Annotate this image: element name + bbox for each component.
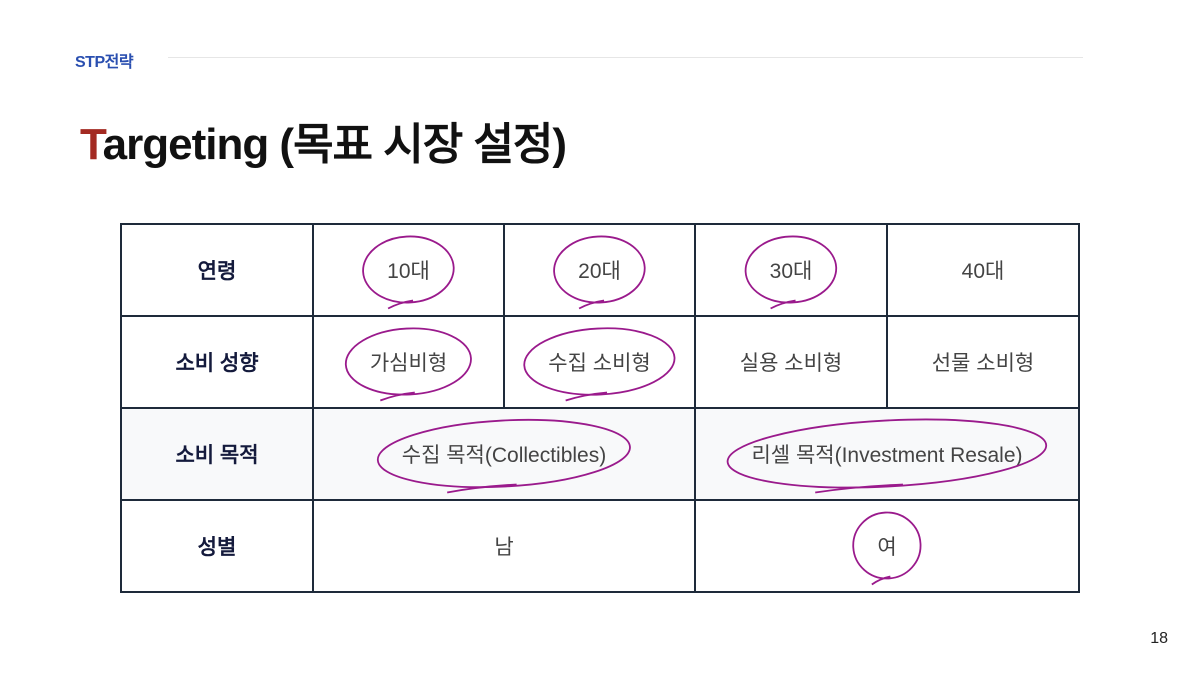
table-cell: 선물 소비형 — [886, 315, 1080, 409]
cell-text: 수집 소비형 — [548, 352, 651, 375]
header-divider — [168, 57, 1083, 58]
section-label: STP전략 — [75, 54, 134, 71]
table-cell: 남 — [312, 499, 696, 593]
title-text: argeting (목표 시장 설정) — [102, 120, 567, 169]
table-cell: 30대 — [694, 223, 888, 317]
page-number: 18 — [1150, 630, 1168, 647]
row-header: 성별 — [120, 499, 314, 593]
table-cell: 10대 — [312, 223, 505, 317]
table-cell: 수집 소비형 — [503, 315, 696, 409]
cell-text: 남 — [494, 536, 514, 559]
cell-text: 40대 — [961, 260, 1005, 283]
cell-text: 가심비형 — [369, 352, 448, 375]
table-cell: 여 — [694, 499, 1080, 593]
cell-text: 20대 — [578, 260, 621, 283]
title-accent-letter: T — [80, 120, 104, 169]
table-row: 소비 목적 수집 목적(Collectibles) 리셀 목적(Investment… — [120, 407, 1080, 501]
table-row: 연령 10대 20대 30대 40대 — [120, 223, 1080, 317]
cell-text: 30대 — [769, 260, 813, 283]
table-cell: 40대 — [886, 223, 1080, 317]
table-row: 소비 성향 가심비형 수집 소비형 실용 소비형 선물 소비형 — [120, 315, 1080, 409]
table-cell: 가심비형 — [312, 315, 505, 409]
row-header: 소비 성향 — [120, 315, 314, 409]
table-cell: 리셀 목적(Investment Resale) — [694, 407, 1080, 501]
cell-text: 여 — [877, 536, 897, 559]
page-title: Targeting (목표 시장 설정) — [80, 108, 567, 172]
cell-text: 리셀 목적(Investment Resale) — [751, 444, 1023, 467]
cell-text: 선물 소비형 — [931, 352, 1035, 375]
row-header: 연령 — [120, 223, 314, 317]
table-cell: 20대 — [503, 223, 696, 317]
cell-text: 실용 소비형 — [739, 352, 843, 375]
table-cell: 수집 목적(Collectibles) — [312, 407, 696, 501]
table-cell: 실용 소비형 — [694, 315, 888, 409]
cell-text: 수집 목적(Collectibles) — [401, 444, 607, 467]
row-header: 소비 목적 — [120, 407, 314, 501]
table-row: 성별 남 여 — [120, 499, 1080, 593]
cell-text: 10대 — [387, 260, 430, 283]
